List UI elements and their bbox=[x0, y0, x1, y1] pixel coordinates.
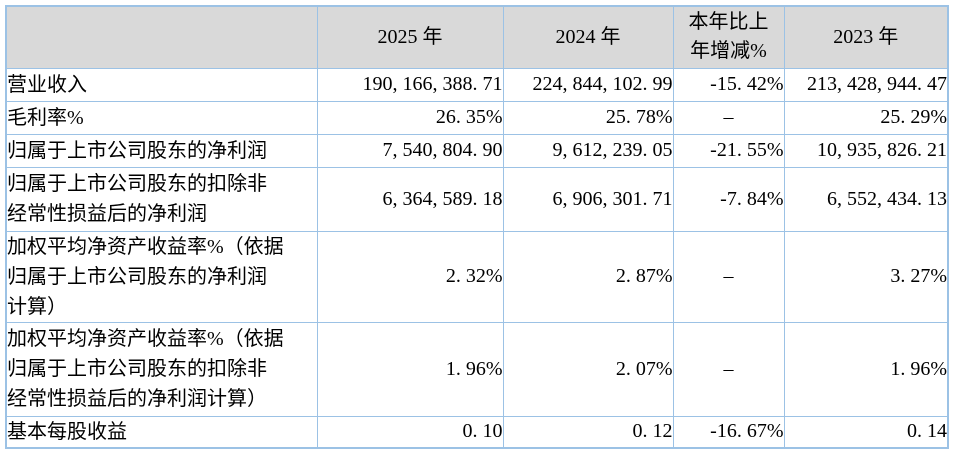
table-row-gross-margin: 毛利率% 26. 35% 25. 78% – 25. 29% bbox=[5, 100, 949, 135]
value-change: -7. 84% bbox=[672, 166, 785, 232]
value-2025: 0. 10 bbox=[316, 415, 504, 448]
value-2025: 1. 96% bbox=[316, 321, 504, 417]
value-change: -15. 42% bbox=[672, 67, 785, 102]
row-label: 加权平均净资产收益率%（依据 归属于上市公司股东的净利润 计算） bbox=[5, 230, 318, 323]
value-2025: 2. 32% bbox=[316, 230, 504, 323]
value-2023: 6, 552, 434. 13 bbox=[783, 166, 949, 232]
row-label: 毛利率% bbox=[5, 100, 318, 135]
header-year-2025: 2025 年 bbox=[316, 5, 504, 69]
row-label: 归属于上市公司股东的扣除非 经常性损益后的净利润 bbox=[5, 166, 318, 232]
table-row-net-profit: 归属于上市公司股东的净利润 7, 540, 804. 90 9, 612, 23… bbox=[5, 133, 949, 168]
value-2024: 6, 906, 301. 71 bbox=[502, 166, 674, 232]
value-2025: 190, 166, 388. 71 bbox=[316, 67, 504, 102]
value-2024: 25. 78% bbox=[502, 100, 674, 135]
value-2025: 6, 364, 589. 18 bbox=[316, 166, 504, 232]
value-2024: 2. 87% bbox=[502, 230, 674, 323]
value-2023: 3. 27% bbox=[783, 230, 949, 323]
row-label: 归属于上市公司股东的净利润 bbox=[5, 133, 318, 168]
value-2023: 1. 96% bbox=[783, 321, 949, 417]
header-row: 2025 年 2024 年 本年比上 年增减% 2023 年 bbox=[5, 5, 949, 69]
value-2023: 25. 29% bbox=[783, 100, 949, 135]
table-row-weighted-roe-excl-nonrecurring: 加权平均净资产收益率%（依据 归属于上市公司股东的扣除非 经常性损益后的净利润计… bbox=[5, 321, 949, 417]
header-yoy-change: 本年比上 年增减% bbox=[672, 5, 785, 69]
value-change: -16. 67% bbox=[672, 415, 785, 448]
value-2024: 9, 612, 239. 05 bbox=[502, 133, 674, 168]
value-2025: 7, 540, 804. 90 bbox=[316, 133, 504, 168]
value-2024: 2. 07% bbox=[502, 321, 674, 417]
row-label: 基本每股收益 bbox=[5, 415, 318, 448]
value-2025: 26. 35% bbox=[316, 100, 504, 135]
financial-summary-table: 2025 年 2024 年 本年比上 年增减% 2023 年 营业收入 190,… bbox=[5, 5, 949, 449]
value-change: – bbox=[672, 321, 785, 417]
value-change: – bbox=[672, 100, 785, 135]
value-2023: 0. 14 bbox=[783, 415, 949, 448]
row-label: 加权平均净资产收益率%（依据 归属于上市公司股东的扣除非 经常性损益后的净利润计… bbox=[5, 321, 318, 417]
header-blank bbox=[5, 5, 318, 69]
value-change: – bbox=[672, 230, 785, 323]
value-2024: 0. 12 bbox=[502, 415, 674, 448]
table-row-basic-eps: 基本每股收益 0. 10 0. 12 -16. 67% 0. 14 bbox=[5, 415, 949, 448]
header-year-2024: 2024 年 bbox=[502, 5, 674, 69]
table-row-weighted-roe: 加权平均净资产收益率%（依据 归属于上市公司股东的净利润 计算） 2. 32% … bbox=[5, 230, 949, 323]
table-row-revenue: 营业收入 190, 166, 388. 71 224, 844, 102. 99… bbox=[5, 67, 949, 102]
value-2024: 224, 844, 102. 99 bbox=[502, 67, 674, 102]
row-label: 营业收入 bbox=[5, 67, 318, 102]
table-row-net-profit-excl-nonrecurring: 归属于上市公司股东的扣除非 经常性损益后的净利润 6, 364, 589. 18… bbox=[5, 166, 949, 232]
value-2023: 10, 935, 826. 21 bbox=[783, 133, 949, 168]
value-change: -21. 55% bbox=[672, 133, 785, 168]
header-year-2023: 2023 年 bbox=[783, 5, 949, 69]
value-2023: 213, 428, 944. 47 bbox=[783, 67, 949, 102]
